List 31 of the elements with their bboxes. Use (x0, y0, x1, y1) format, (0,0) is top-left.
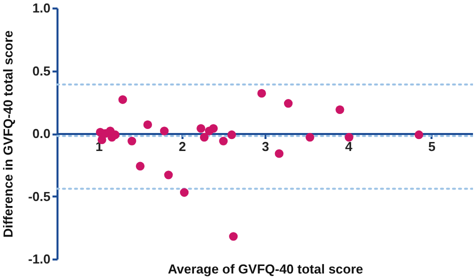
point (118, 95, 128, 104)
y-tick-label: 0.0 (32, 126, 50, 141)
point (257, 89, 266, 98)
point (136, 162, 145, 170)
y-tick-label: 1.0 (32, 0, 50, 16)
y-tick-label: -0.5 (28, 188, 50, 204)
x-tick-label: 3 (262, 139, 270, 154)
y-tick-label: -1.0 (28, 252, 50, 266)
point (344, 132, 354, 142)
x-tick-label: 4 (345, 139, 354, 154)
point (229, 232, 238, 241)
y-axis-title: Difference in GVFQ-40 total score (0, 30, 16, 238)
point (200, 132, 209, 142)
point (227, 130, 236, 140)
point (219, 136, 228, 146)
y-tick-label: 0.5 (32, 63, 50, 78)
point (274, 149, 284, 158)
x-tick-label: 5 (428, 139, 436, 154)
point (164, 170, 173, 180)
point (128, 136, 136, 146)
point (180, 188, 189, 197)
point (196, 124, 206, 133)
x-tick-label: 2 (178, 139, 186, 154)
point (414, 130, 424, 140)
point (284, 99, 293, 108)
point (160, 126, 169, 136)
point (336, 105, 344, 114)
x-axis-title: Average of GVFQ-40 total score (168, 262, 364, 276)
point (209, 124, 218, 133)
point (306, 132, 314, 142)
point (143, 120, 152, 130)
